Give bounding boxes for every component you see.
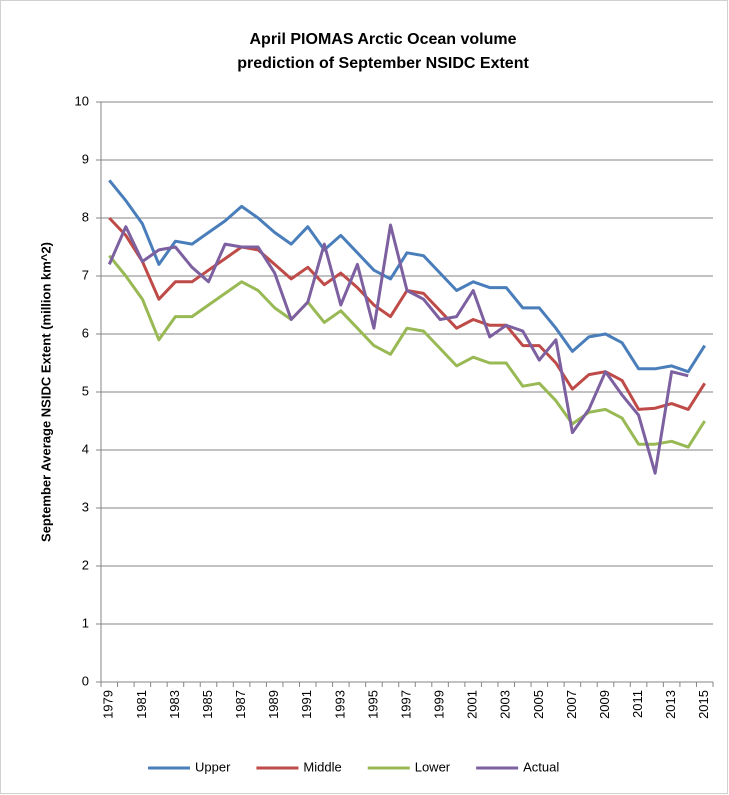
legend-label: Actual [523,759,559,774]
y-tick-label: 5 [82,383,89,398]
y-tick-label: 4 [82,441,89,456]
y-tick-label: 10 [75,93,89,108]
x-tick-label: 1983 [167,690,182,719]
x-tick-label: 2013 [663,690,678,719]
legend-label: Upper [195,759,231,774]
x-tick-label: 2009 [597,690,612,719]
x-tick-label: 1997 [398,690,413,719]
series-line [108,254,706,449]
x-tick-label: 2007 [564,690,579,719]
x-tick-label: 1995 [365,690,380,719]
x-tick-label: 1999 [432,690,447,719]
chart-title: April PIOMAS Arctic Ocean volume [249,31,516,48]
series-line [107,223,689,475]
x-tick-label: 1985 [200,690,215,719]
x-tick-label: 1981 [134,690,149,719]
y-tick-label: 8 [82,209,89,224]
y-axis-label: September Average NSIDC Extent (million … [38,242,53,542]
x-tick-label: 1993 [332,690,347,719]
chart-title: prediction of September NSIDC Extent [237,55,529,72]
x-tick-label: 1991 [299,690,314,719]
legend-label: Middle [303,759,341,774]
y-tick-label: 3 [82,499,89,514]
x-tick-label: 2001 [465,690,480,719]
x-tick-label: 2005 [531,690,546,719]
x-tick-label: 1979 [101,690,116,719]
x-tick-label: 2011 [630,690,645,718]
x-tick-label: 1989 [266,690,281,719]
x-tick-label: 2003 [498,690,513,719]
y-tick-label: 2 [82,557,89,572]
y-tick-label: 1 [82,615,89,630]
y-tick-label: 6 [82,325,89,340]
x-tick-label: 1987 [233,690,248,719]
y-tick-label: 9 [82,151,89,166]
x-tick-label: 2015 [696,690,711,719]
y-tick-label: 7 [82,267,89,282]
legend-label: Lower [415,759,451,774]
series-line [108,179,706,374]
y-tick-label: 0 [82,673,89,688]
